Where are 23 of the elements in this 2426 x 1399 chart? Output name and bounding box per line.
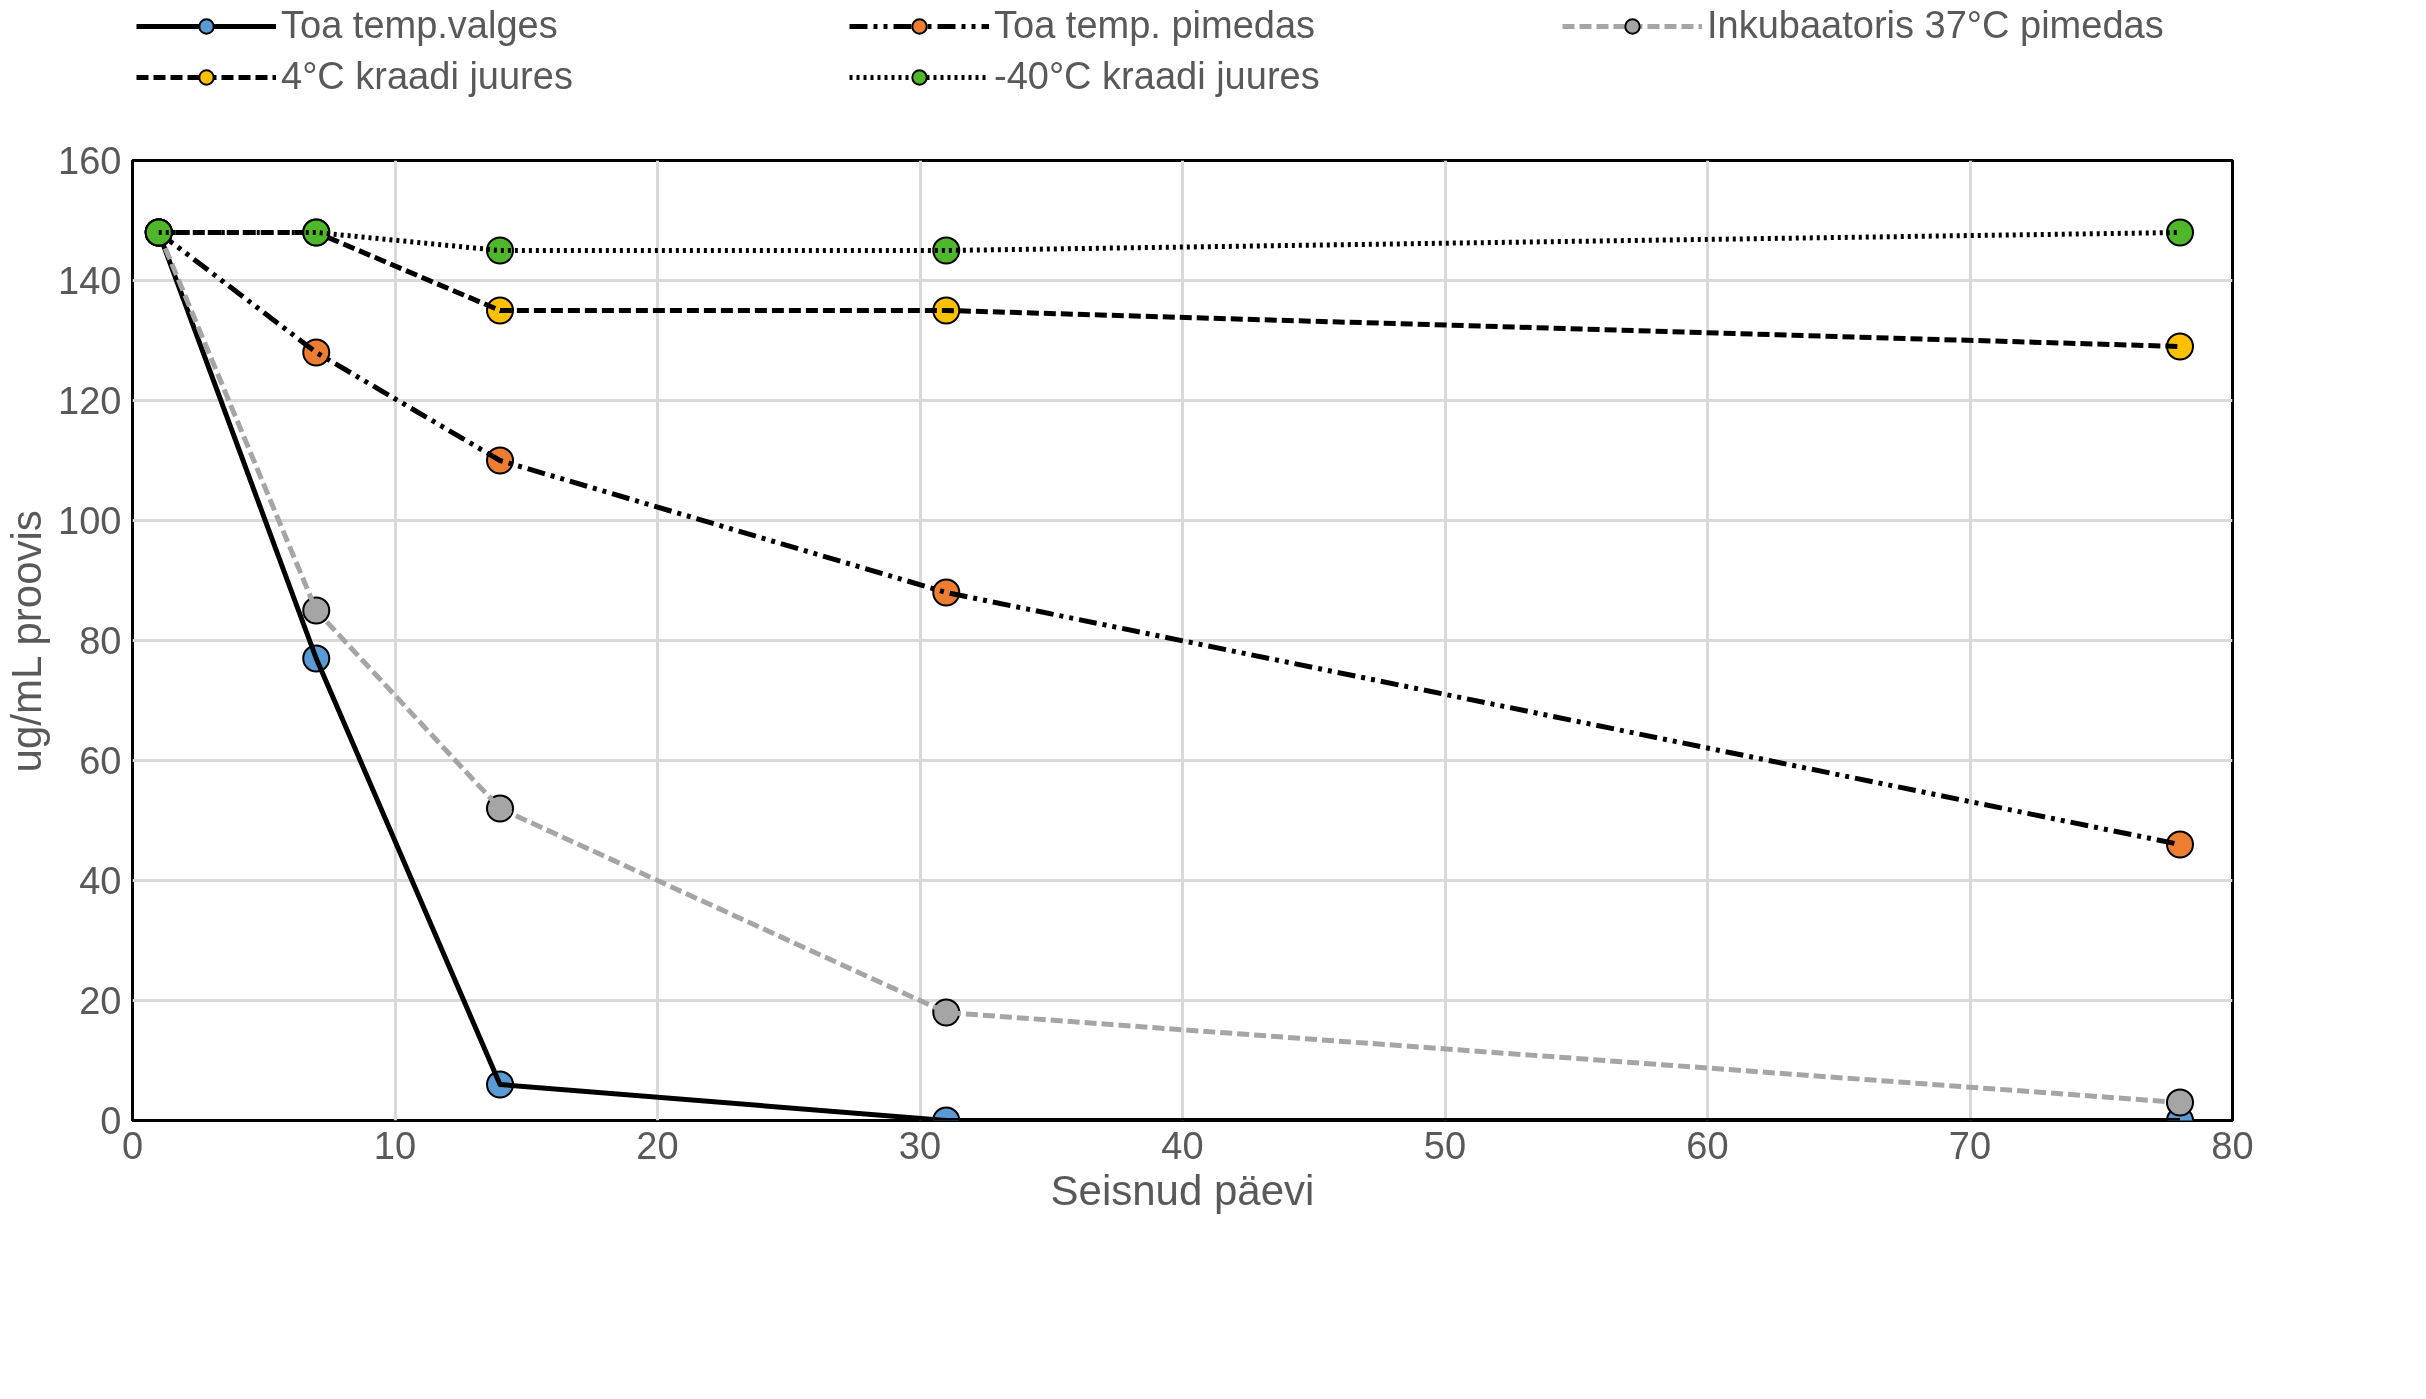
- legend-label: Toa temp. pimedas: [994, 4, 1317, 47]
- x-tick-label: 80: [2211, 1124, 2254, 1167]
- x-tick-label: 10: [373, 1124, 417, 1167]
- y-tick-label: 40: [79, 860, 122, 902]
- y-tick-label: 20: [79, 980, 122, 1022]
- y-axis-title: ug/mL proovis: [3, 510, 51, 773]
- legend-label: Toa temp.valges: [281, 4, 559, 47]
- y-tick-label: 140: [58, 260, 122, 302]
- y-tick-label: 120: [58, 380, 122, 422]
- x-tick-label: 40: [1161, 1124, 1204, 1167]
- x-tick-label: 50: [1423, 1124, 1467, 1167]
- legend-label: -40°C kraadi juures: [994, 55, 1321, 98]
- y-tick-label: 60: [79, 740, 122, 782]
- x-tick-label: 30: [898, 1124, 942, 1167]
- x-tick-label: 20: [636, 1124, 679, 1167]
- legend-label: Inkubaatoris 37°C pimedas: [1707, 4, 2165, 47]
- y-tick-label: 80: [79, 620, 122, 662]
- legend-label: 4°C kraadi juures: [281, 55, 574, 98]
- x-tick-label: 70: [1948, 1124, 1992, 1167]
- y-tick-label: 160: [58, 140, 122, 182]
- x-tick-label: 60: [1686, 1124, 1729, 1167]
- x-axis-title: Seisnud päevi: [1050, 1166, 1315, 1214]
- y-tick-label: 100: [58, 500, 122, 542]
